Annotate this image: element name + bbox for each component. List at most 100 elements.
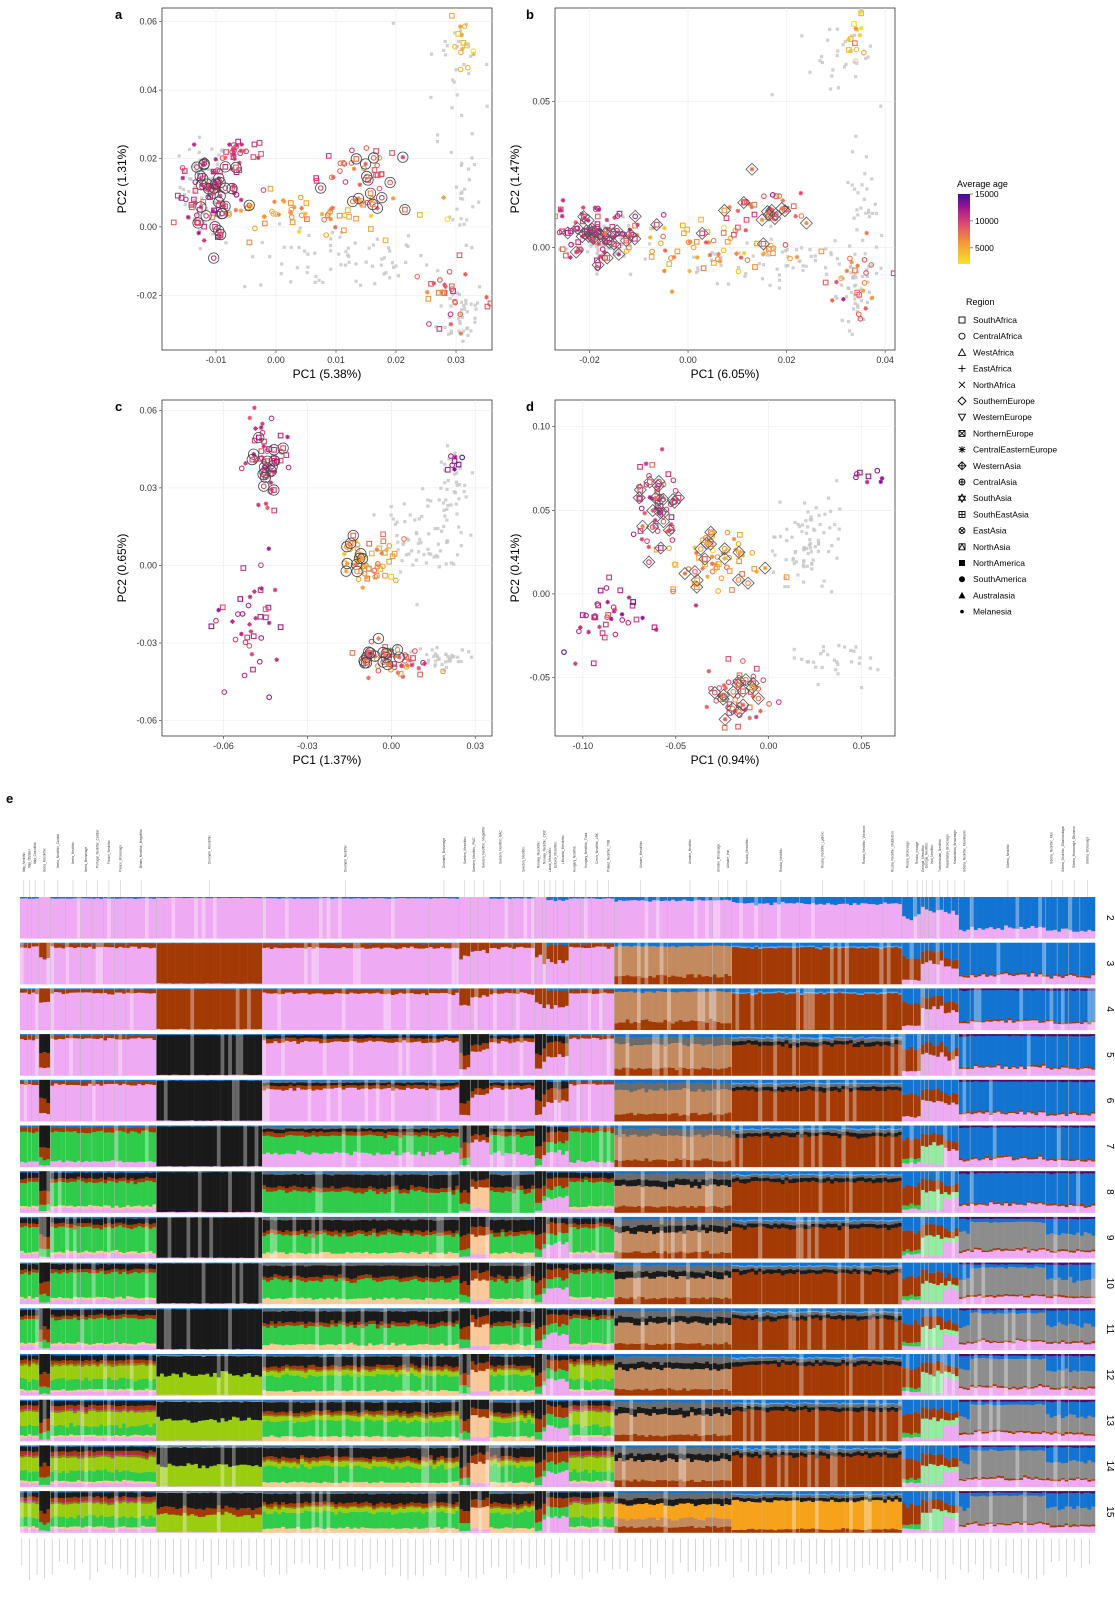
sample-point (564, 230, 571, 236)
admixture-bar-segment (580, 993, 585, 1031)
admixture-bar-segment (1030, 970, 1035, 974)
admixture-bar-segment (364, 1041, 369, 1076)
reference-point (473, 316, 477, 320)
admixture-bar-segment (648, 988, 653, 992)
admixture-bar-segment (610, 897, 615, 899)
admixture-bar-segment (27, 1034, 32, 1036)
admixture-bar-segment (35, 946, 40, 985)
admixture-bar-segment (716, 991, 721, 1022)
admixture-bar-segment (38, 1002, 43, 1031)
admixture-bar-segment (739, 992, 744, 994)
admixture-bar-segment (1038, 942, 1043, 973)
admixture-bar-segment (640, 992, 645, 1020)
admixture-bar-segment (57, 988, 62, 990)
admixture-bar-segment (61, 989, 66, 995)
admixture-bar-segment (557, 942, 562, 945)
admixture-bar-segment (481, 942, 486, 950)
admixture-bar-segment (561, 988, 566, 991)
admixture-lowcov-overlay (587, 988, 592, 1030)
reference-point (442, 668, 446, 672)
admixture-bar-segment (493, 942, 498, 944)
admixture-bar-segment (353, 1035, 358, 1039)
admixture-bar-segment (595, 898, 600, 939)
admixture-bar-segment (61, 1034, 66, 1036)
admixture-bar-segment (296, 1034, 301, 1036)
reference-point (463, 483, 467, 488)
sample-point (597, 254, 603, 259)
reference-point (454, 502, 458, 506)
sample-point (668, 255, 674, 261)
reference-point (434, 659, 438, 663)
admixture-bar-segment (46, 897, 51, 939)
admixture-bar-segment (428, 942, 433, 945)
admixture-lowcov-overlay (262, 1034, 267, 1076)
admixture-bar-segment (20, 1034, 25, 1036)
reference-point (476, 301, 480, 305)
sample-point (661, 268, 667, 274)
admixture-bar-segment (254, 1034, 259, 1075)
admixture-bar-segment (387, 1034, 392, 1036)
admixture-bar-segment (364, 988, 369, 990)
reference-point (864, 56, 868, 61)
admixture-bar-segment (406, 942, 411, 944)
admixture-bar-segment (141, 946, 146, 985)
reference-point (852, 33, 857, 37)
admixture-bar-segment (686, 942, 691, 946)
admixture-bar-segment (977, 976, 982, 985)
reference-point (427, 532, 431, 536)
admixture-bar-segment (156, 1034, 161, 1036)
sample-point (243, 148, 249, 155)
admixture-bar-segment (765, 897, 770, 904)
admixture-bar-segment (655, 942, 660, 947)
reference-point (861, 238, 865, 242)
highlight-diamond (650, 218, 664, 232)
admixture-bar-segment (822, 942, 827, 947)
reference-point (485, 104, 489, 108)
admixture-bar-segment (780, 992, 785, 1031)
admixture-bar-segment (860, 897, 865, 904)
y-tick-label: -0.06 (136, 715, 157, 725)
reference-point (710, 250, 714, 255)
admixture-bar-segment (76, 992, 81, 1031)
admixture-lowcov-overlay (281, 1034, 285, 1076)
admixture-bar-segment (239, 943, 244, 984)
admixture-bar-segment (20, 1035, 25, 1040)
admixture-bar-segment (852, 946, 857, 948)
reference-point (460, 648, 464, 652)
admixture-bar-segment (421, 942, 426, 945)
admixture-bar-segment (239, 989, 244, 1030)
reference-point (867, 215, 872, 219)
admixture-bar-segment (901, 897, 906, 917)
sample-point (798, 190, 804, 196)
reference-point (194, 168, 198, 173)
admixture-bar-segment (924, 988, 929, 999)
admixture-bar-segment (602, 942, 607, 945)
admixture-bar-segment (288, 1034, 293, 1036)
admixture-bar-segment (523, 943, 528, 948)
admixture-bar-segment (883, 902, 888, 939)
admixture-bar-segment (31, 989, 36, 993)
admixture-bar-segment (898, 897, 903, 905)
admixture-bar-segment (629, 942, 634, 947)
admixture-bar-segment (958, 929, 963, 939)
admixture-bar-segment (512, 942, 517, 945)
admixture-bar-segment (833, 988, 838, 993)
reference-point (437, 565, 441, 569)
reference-point (806, 551, 810, 556)
admixture-bar-segment (303, 1037, 308, 1041)
admixture-bar-segment (284, 942, 289, 944)
admixture-bar-segment (103, 1034, 108, 1036)
admixture-bar-segment (292, 988, 297, 990)
admixture-lowcov-overlay (531, 897, 535, 939)
admixture-bar-segment (686, 900, 691, 939)
admixture-bar-segment (375, 897, 380, 899)
admixture-bar-segment (867, 988, 872, 993)
admixture-bar-segment (652, 942, 657, 947)
reference-point (818, 522, 822, 527)
reference-point (852, 216, 856, 220)
sample-point (409, 662, 415, 668)
reference-point (456, 39, 461, 44)
admixture-bar-segment (307, 1041, 312, 1076)
admixture-lowcov-overlay (107, 897, 111, 939)
admixture-bar-segment (784, 988, 789, 993)
